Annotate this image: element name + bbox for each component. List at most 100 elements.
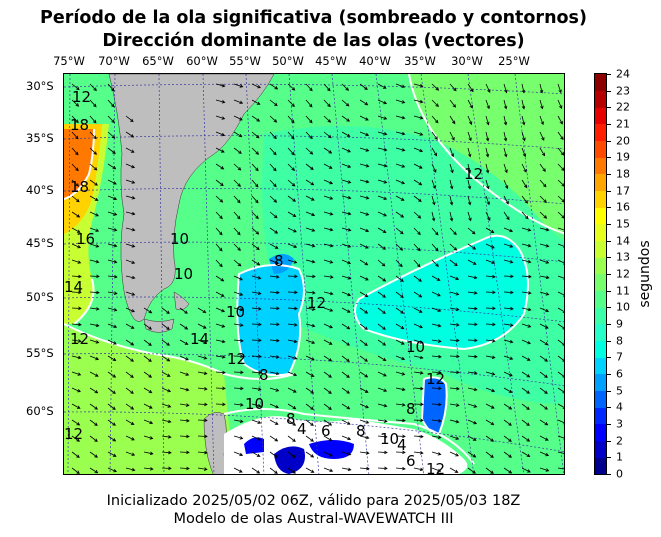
colorbar-segment bbox=[595, 307, 606, 325]
wave-vector-arrow bbox=[359, 227, 370, 233]
wave-vector-arrow bbox=[503, 355, 514, 360]
wave-vector-arrow bbox=[215, 307, 226, 313]
period-zone-19s bbox=[64, 129, 94, 199]
wave-vector-arrow bbox=[269, 275, 280, 279]
wave-vector-arrow bbox=[269, 338, 280, 343]
wave-vector-arrow bbox=[431, 195, 436, 206]
wave-vector-arrow bbox=[161, 371, 171, 377]
wave-vector-arrow bbox=[359, 243, 369, 249]
period-zone-9s bbox=[237, 265, 304, 376]
colorbar-tick-label: 15 bbox=[616, 217, 630, 231]
wave-vector-arrow bbox=[197, 402, 208, 407]
colorbar-tick-label: 19 bbox=[616, 150, 630, 164]
colorbar-segment bbox=[595, 424, 606, 442]
wave-vector-arrow bbox=[89, 290, 100, 295]
wave-vector-arrow bbox=[89, 211, 99, 217]
wave-vector-arrow bbox=[557, 243, 564, 249]
wave-vector-arrow bbox=[269, 419, 279, 425]
wave-vector-arrow bbox=[143, 339, 152, 346]
wave-vector-arrow bbox=[125, 339, 135, 346]
wave-vector-arrow bbox=[107, 307, 118, 312]
wave-vector-arrow bbox=[287, 115, 295, 124]
wave-vector-arrow bbox=[179, 450, 190, 455]
wave-vector-arrow bbox=[287, 419, 297, 426]
wave-vector-arrow bbox=[323, 291, 334, 296]
colorbar-tick-label: 10 bbox=[616, 300, 630, 314]
wave-vector-arrow bbox=[539, 355, 549, 362]
wave-vector-arrow bbox=[431, 163, 437, 173]
wave-vector-arrow bbox=[413, 355, 424, 360]
wave-vector-arrow bbox=[521, 435, 531, 442]
wave-vector-arrow bbox=[107, 147, 116, 155]
wave-vector-arrow bbox=[233, 323, 244, 327]
wave-vector-arrow bbox=[395, 387, 406, 392]
wave-vector-arrow bbox=[161, 323, 170, 330]
colorbar-tick-label: 18 bbox=[616, 167, 630, 181]
wave-vector-arrow bbox=[269, 371, 280, 376]
wave-vector-arrow bbox=[305, 403, 314, 410]
colorbar-tick-mark bbox=[607, 374, 611, 375]
wave-vector-arrow bbox=[521, 195, 529, 204]
wave-vector-arrow bbox=[467, 419, 478, 425]
wave-vector-arrow bbox=[539, 323, 549, 329]
colorbar-segment bbox=[595, 90, 606, 108]
wave-vector-arrow bbox=[377, 115, 388, 120]
colorbar-segment bbox=[595, 190, 606, 208]
colorbar-tick-label: 23 bbox=[616, 84, 630, 98]
wave-vector-arrow bbox=[485, 99, 490, 110]
wave-vector-arrow bbox=[449, 403, 460, 407]
wave-vector-arrow bbox=[521, 403, 530, 410]
wave-vector-arrow bbox=[107, 291, 118, 295]
wave-vector-arrow bbox=[341, 179, 352, 184]
wave-vector-arrow bbox=[251, 419, 262, 424]
wave-vector-arrow bbox=[305, 195, 315, 201]
wave-vector-arrow bbox=[539, 163, 546, 172]
period-zone-10s bbox=[355, 235, 528, 349]
wave-vector-arrow bbox=[341, 403, 351, 410]
wave-vector-arrow bbox=[269, 435, 279, 442]
colorbar-tick-mark bbox=[607, 174, 611, 175]
wave-vector-arrow bbox=[503, 163, 508, 174]
wave-vector-arrow bbox=[341, 291, 352, 297]
wave-vector-arrow bbox=[449, 179, 454, 190]
wave-vector-arrow bbox=[449, 322, 460, 327]
wave-vector-arrow bbox=[107, 323, 118, 328]
wave-vector-arrow bbox=[539, 211, 548, 219]
wave-vector-arrow bbox=[215, 147, 225, 153]
colorbar-tick-label: 9 bbox=[616, 317, 623, 331]
wave-vector-arrow bbox=[251, 179, 259, 188]
graticule-line bbox=[245, 74, 265, 474]
wave-vector-arrow bbox=[431, 435, 442, 439]
wave-vector-arrow bbox=[233, 435, 244, 440]
wave-vector-arrow bbox=[89, 99, 97, 108]
wave-vector-arrow bbox=[557, 419, 564, 425]
wave-vector-arrow bbox=[431, 323, 442, 328]
wave-vector-arrow bbox=[539, 387, 548, 394]
wave-vector-arrow bbox=[269, 355, 280, 359]
wave-vector-arrow bbox=[521, 227, 532, 232]
colorbar bbox=[594, 73, 607, 475]
wave-vector-arrow bbox=[161, 403, 172, 408]
wave-vector-arrow bbox=[125, 275, 136, 280]
wave-vector-arrow bbox=[71, 259, 82, 264]
wave-vector-arrow bbox=[269, 403, 279, 409]
wave-vector-arrow bbox=[287, 99, 295, 107]
wave-vector-arrow bbox=[323, 211, 334, 216]
colorbar-segment bbox=[595, 124, 606, 142]
wave-vector-arrow bbox=[323, 99, 331, 108]
contour-label: 12 bbox=[72, 88, 91, 106]
wave-vector-arrow bbox=[89, 259, 100, 264]
wave-vector-arrow bbox=[89, 83, 97, 92]
wave-vector-arrow bbox=[179, 371, 190, 376]
colorbar-segment bbox=[595, 357, 606, 375]
wave-vector-arrow bbox=[557, 195, 564, 203]
contour-label: 10 bbox=[245, 395, 264, 413]
wave-vector-arrow bbox=[431, 354, 442, 359]
wave-vector-arrow bbox=[269, 290, 280, 295]
wave-vector-arrow bbox=[89, 147, 98, 155]
wave-vector-arrow bbox=[251, 83, 261, 89]
colorbar-tick-mark bbox=[607, 407, 611, 409]
wave-vector-arrow bbox=[287, 274, 298, 279]
wave-vector-arrow bbox=[395, 147, 406, 152]
colorbar-segment bbox=[595, 107, 606, 125]
